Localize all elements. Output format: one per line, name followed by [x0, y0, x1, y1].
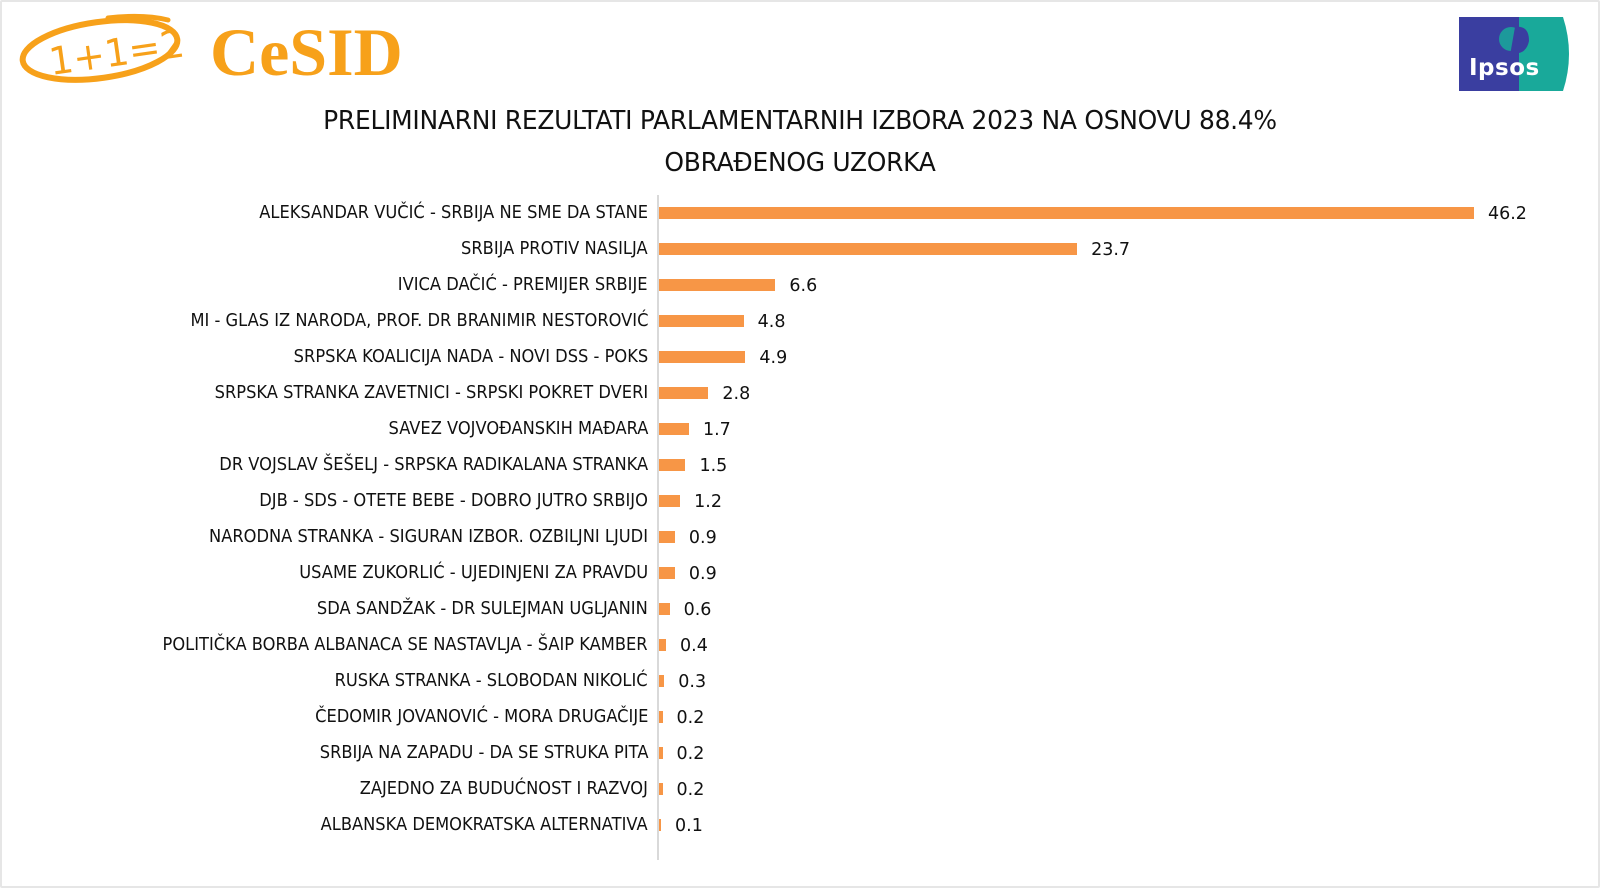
bar	[659, 387, 709, 399]
data-label: 4.8	[757, 312, 786, 332]
bar	[659, 207, 1474, 219]
data-label: 0.9	[688, 564, 717, 584]
bar-row: SRBIJA PROTIV NASILJA 23.7	[0, 231, 1600, 267]
data-label: 0.3	[678, 672, 707, 692]
bar-row: ZAJEDNO ZA BUDUĆNOST I RAZVOJ 0.2	[0, 771, 1600, 807]
category-label: DR VOJSLAV ŠEŠELJ - SRPSKA RADIKALANA ST…	[219, 455, 648, 475]
bar	[659, 315, 744, 327]
bar-row: ČEDOMIR JOVANOVIĆ - MORA DRUGAČIJE 0.2	[0, 699, 1600, 735]
ipsos-logo-icon	[1459, 17, 1569, 91]
bar-chart: ALEKSANDAR VUČIĆ - SRBIJA NE SME DA STAN…	[0, 195, 1600, 860]
category-label: SAVEZ VOJVOĐANSKIH MAĐARA	[388, 419, 648, 439]
data-label: 1.7	[702, 420, 731, 440]
category-label: SDA SANDŽAK - DR SULEJMAN UGLJANIN	[317, 599, 648, 619]
bar	[659, 459, 686, 471]
category-label: RUSKA STRANKA - SLOBODAN NIKOLIĆ	[334, 671, 648, 691]
bar	[659, 603, 670, 615]
ipsos-logo: Ipsos	[1459, 17, 1571, 91]
bar-row: RUSKA STRANKA - SLOBODAN NIKOLIĆ 0.3	[0, 663, 1600, 699]
category-label: MI - GLAS IZ NARODA, PROF. DR BRANIMIR N…	[190, 311, 648, 331]
bar-row: POLITIČKA BORBA ALBANACA SE NASTAVLJA - …	[0, 627, 1600, 663]
bar	[659, 639, 667, 651]
category-label: USAME ZUKORLIĆ - UJEDINJENI ZA PRAVDU	[299, 563, 648, 583]
data-label: 1.2	[694, 492, 722, 512]
bar	[659, 531, 675, 543]
bar	[659, 495, 681, 507]
cesid-logo-text: CeSID	[210, 14, 403, 90]
bar-row: ALBANSKA DEMOKRATSKA ALTERNATIVA 0.1	[0, 807, 1600, 843]
bar-row: SRPSKA KOALICIJA NADA - NOVI DSS - POKS 4…	[0, 339, 1600, 375]
category-label: SRPSKA KOALICIJA NADA - NOVI DSS - POKS	[293, 347, 648, 367]
bar	[659, 423, 689, 435]
category-label: IVICA DAČIĆ - PREMIJER SRBIJE	[398, 275, 648, 295]
bar-row: USAME ZUKORLIĆ - UJEDINJENI ZA PRAVDU 0.9	[0, 555, 1600, 591]
chart-title-line-2: OBRAĐENOG UZORKA	[664, 148, 936, 178]
bar-row: IVICA DAČIĆ - PREMIJER SRBIJE 6.6	[0, 267, 1600, 303]
data-label: 0.2	[676, 780, 705, 800]
bar	[659, 351, 746, 363]
data-label: 0.1	[675, 816, 703, 836]
bar	[659, 711, 663, 723]
data-label: 23.7	[1091, 240, 1131, 260]
bar-row: ALEKSANDAR VUČIĆ - SRBIJA NE SME DA STAN…	[0, 195, 1600, 231]
bar	[659, 783, 663, 795]
category-label: NARODNA STRANKA - SIGURAN IZBOR. OZBILJN…	[209, 527, 648, 547]
category-label: SRBIJA NA ZAPADU - DA SE STRUKA PITA	[319, 743, 648, 763]
data-label: 4.9	[759, 348, 788, 368]
data-label: 0.2	[676, 744, 705, 764]
bar	[659, 243, 1078, 255]
chart-title: PRELIMINARNI REZULTATI PARLAMENTARNIH IZ…	[32, 100, 1568, 184]
ipsos-logo-text: Ipsos	[1469, 55, 1540, 81]
bar	[659, 747, 663, 759]
cesid-logo: 1+1=2 CeSID	[18, 12, 438, 90]
data-label: 2.8	[722, 384, 751, 404]
chart-title-line-1: PRELIMINARNI REZULTATI PARLAMENTARNIH IZ…	[323, 106, 1277, 136]
category-label: ALEKSANDAR VUČIĆ - SRBIJA NE SME DA STAN…	[259, 203, 648, 223]
category-label: POLITIČKA BORBA ALBANACA SE NASTAVLJA - …	[162, 635, 648, 655]
bar-row: SDA SANDŽAK - DR SULEJMAN UGLJANIN 0.6	[0, 591, 1600, 627]
bar-row: DR VOJSLAV ŠEŠELJ - SRPSKA RADIKALANA ST…	[0, 447, 1600, 483]
bar-row: SRBIJA NA ZAPADU - DA SE STRUKA PITA 0.2	[0, 735, 1600, 771]
bar	[659, 675, 665, 687]
data-label: 0.9	[688, 528, 717, 548]
category-label: SRPSKA STRANKA ZAVETNICI - SRPSKI POKRET…	[214, 383, 648, 403]
bar-row: SAVEZ VOJVOĐANSKIH MAĐARA 1.7	[0, 411, 1600, 447]
data-label: 46.2	[1487, 204, 1527, 224]
category-label: ZAJEDNO ZA BUDUĆNOST I RAZVOJ	[359, 779, 648, 799]
bar-row: DJB - SDS - OTETE BEBE - DOBRO JUTRO SRB…	[0, 483, 1600, 519]
bar-row: SRPSKA STRANKA ZAVETNICI - SRPSKI POKRET…	[0, 375, 1600, 411]
data-label: 0.6	[683, 600, 712, 620]
data-label: 1.5	[699, 456, 728, 476]
category-axis-line	[657, 195, 659, 860]
data-label: 0.4	[680, 636, 708, 656]
bar-row: NARODNA STRANKA - SIGURAN IZBOR. OZBILJN…	[0, 519, 1600, 555]
bar	[659, 279, 776, 291]
category-label: ALBANSKA DEMOKRATSKA ALTERNATIVA	[320, 815, 648, 835]
category-label: ČEDOMIR JOVANOVIĆ - MORA DRUGAČIJE	[314, 707, 648, 727]
bar	[659, 567, 675, 579]
data-label: 0.2	[676, 708, 705, 728]
category-label: DJB - SDS - OTETE BEBE - DOBRO JUTRO SRB…	[259, 491, 648, 511]
bar	[659, 819, 661, 831]
cesid-badge-icon: 1+1=2	[19, 13, 187, 84]
bar-row: MI - GLAS IZ NARODA, PROF. DR BRANIMIR N…	[0, 303, 1600, 339]
data-label: 6.6	[789, 276, 818, 296]
category-label: SRBIJA PROTIV NASILJA	[461, 239, 648, 259]
